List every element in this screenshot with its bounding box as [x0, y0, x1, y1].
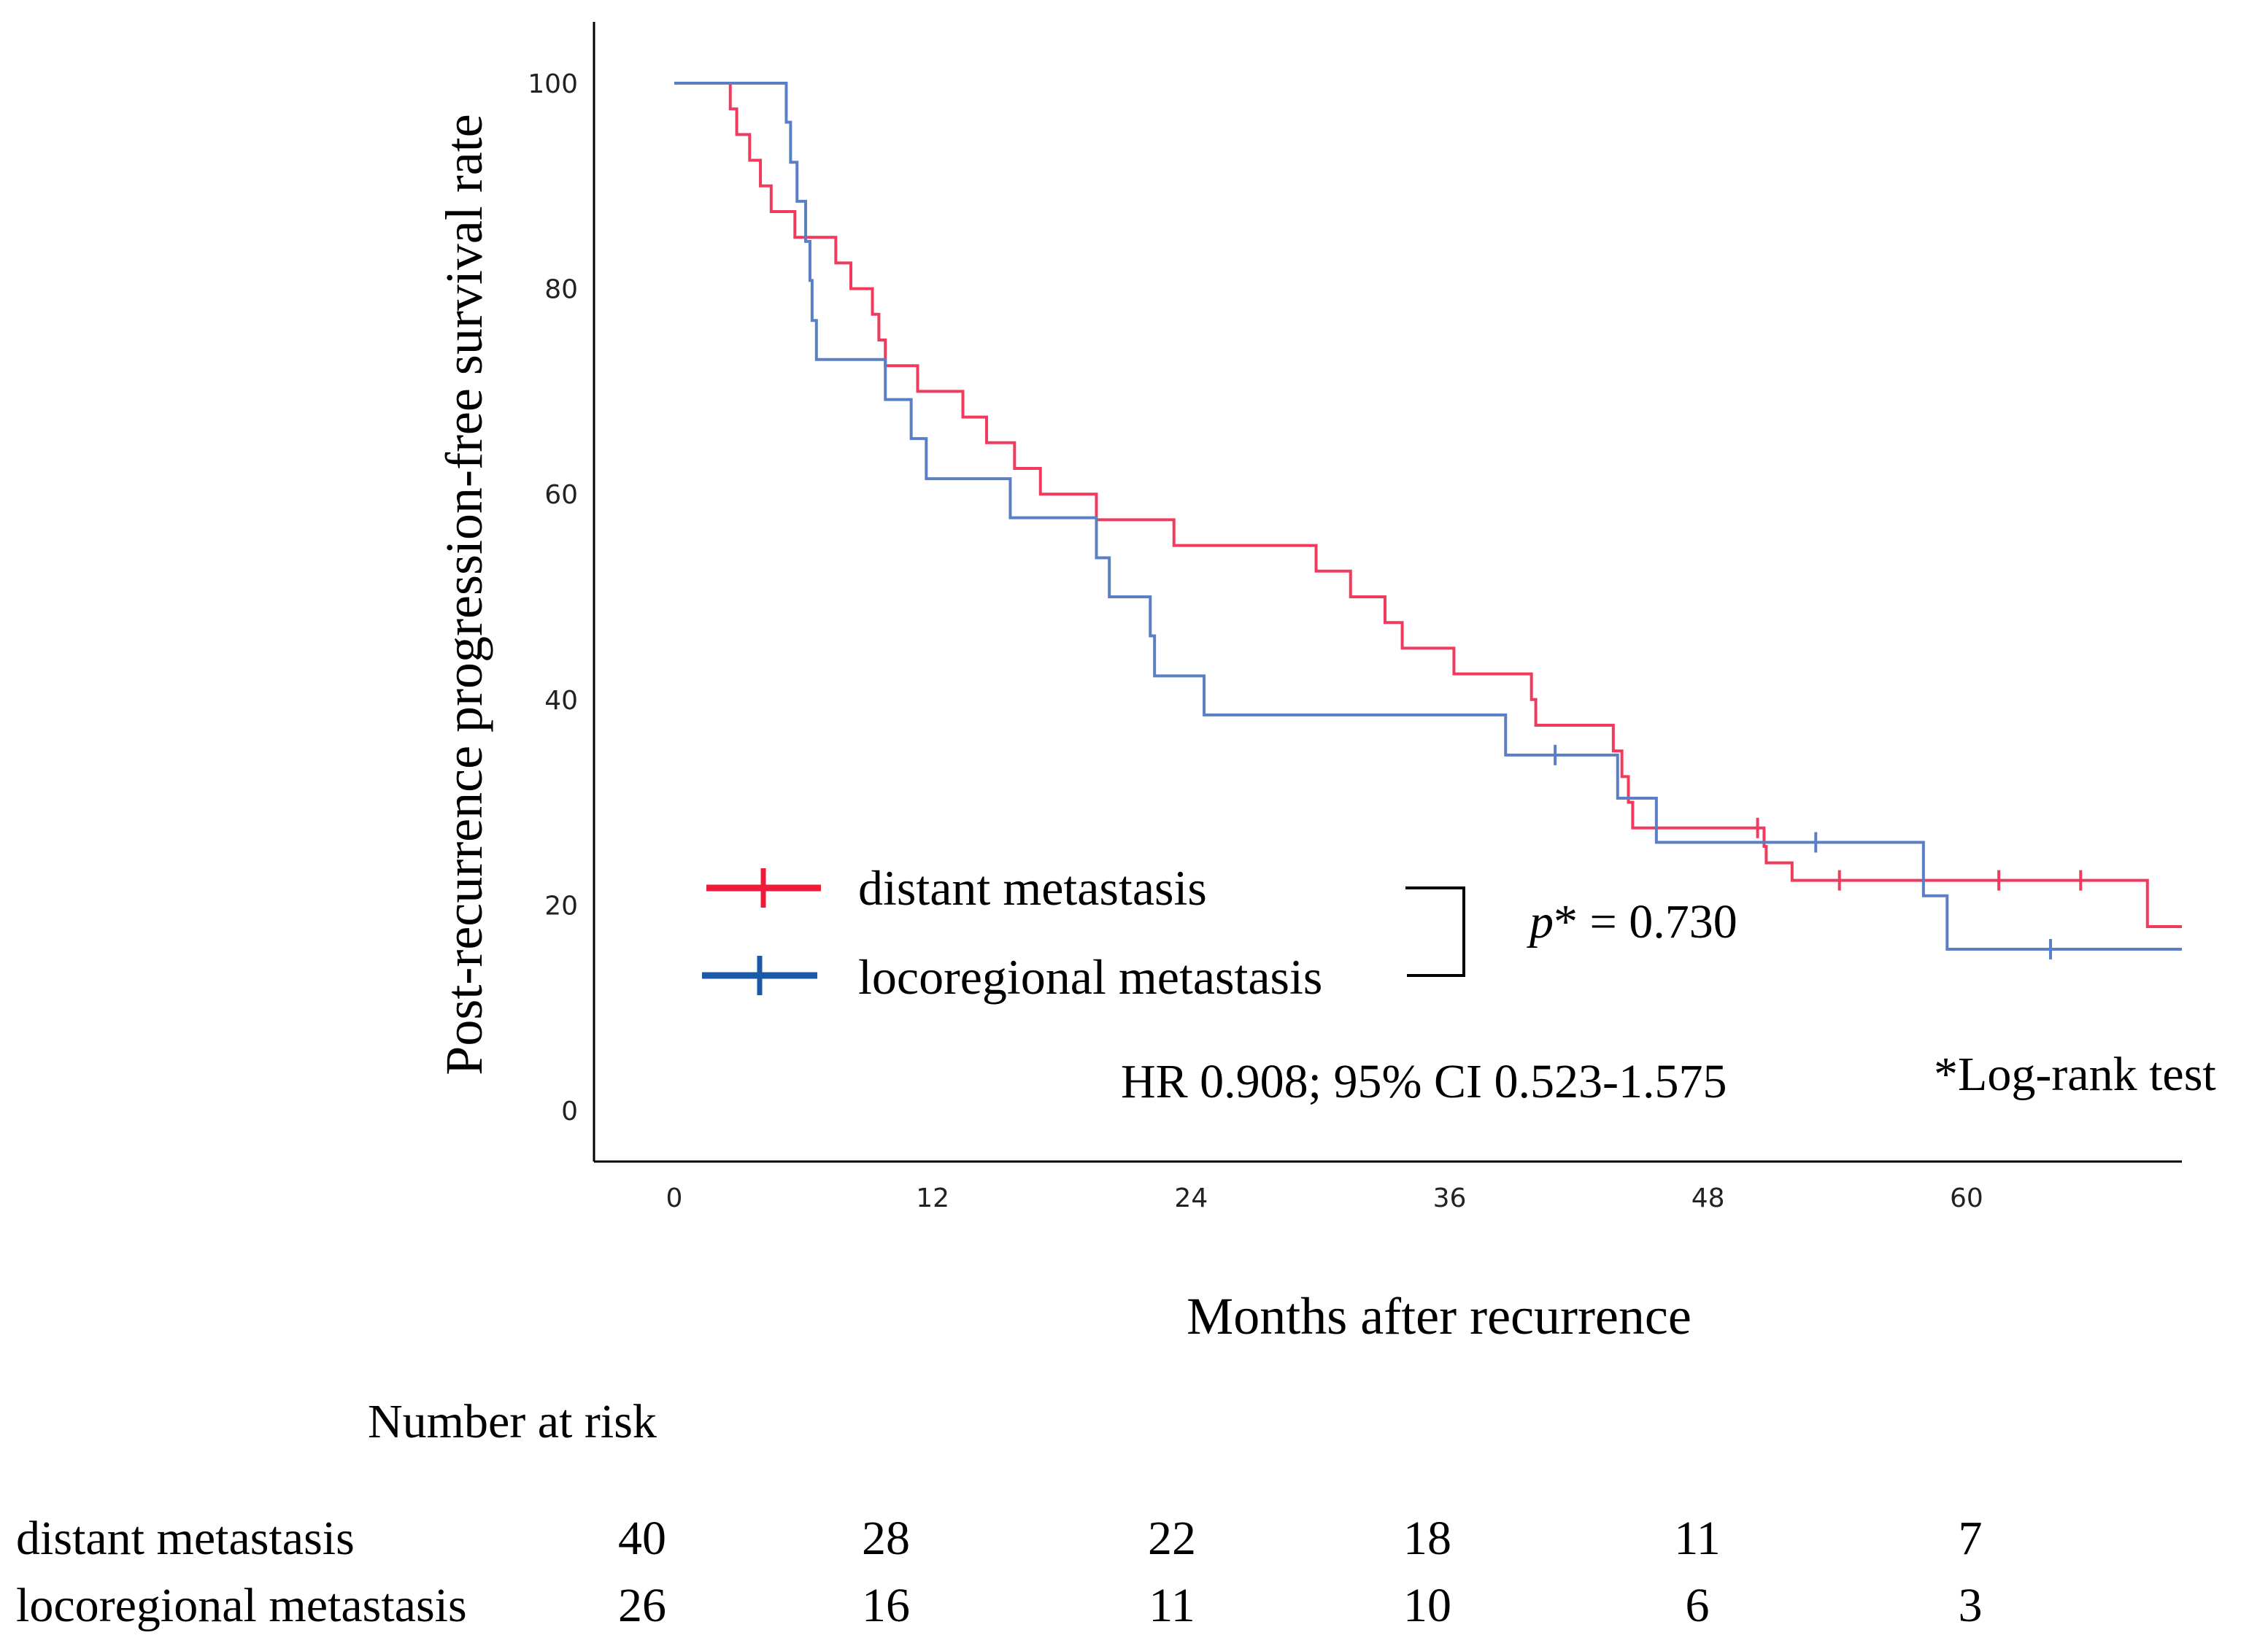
x-axis-title: Months after recurrence [1187, 1287, 1692, 1345]
y-tick-label-0: 0 [561, 1097, 578, 1127]
log-rank-note: *Log-rank test [1934, 1048, 2216, 1101]
axes [593, 22, 2182, 1163]
legend-label-distant: distant metastasis [858, 860, 1207, 916]
risk-value-distant-0: 40 [618, 1512, 666, 1565]
risk-value-locoregional-60: 3 [1958, 1579, 1983, 1632]
risk-value-distant-48: 11 [1674, 1512, 1721, 1565]
risk-value-distant-12: 28 [862, 1512, 910, 1565]
risk-table-title: Number at risk [368, 1395, 657, 1448]
y-axis-title: Post-recurrence progression-free surviva… [435, 114, 493, 1075]
risk-value-locoregional-24: 11 [1149, 1579, 1195, 1632]
y-tick-label-20: 20 [544, 891, 578, 921]
legend: distant metastasis locoregional metastas… [702, 860, 1465, 1005]
survival-curves [674, 82, 2182, 959]
y-tick-labels: 0 20 40 60 80 100 [528, 69, 578, 1127]
y-tick-label-80: 80 [544, 275, 578, 305]
p-value-rest: * = 0.730 [1554, 895, 1737, 948]
y-tick-label-60: 60 [544, 480, 578, 510]
x-tick-label-36: 36 [1433, 1183, 1467, 1213]
risk-value-locoregional-48: 6 [1685, 1579, 1710, 1632]
risk-value-distant-24: 22 [1148, 1512, 1196, 1565]
legend-item-distant: distant metastasis [706, 860, 1207, 916]
legend-label-locoregional: locoregional metastasis [858, 949, 1322, 1005]
risk-value-locoregional-0: 26 [618, 1579, 666, 1632]
y-tick-label-100: 100 [528, 69, 578, 99]
risk-value-distant-36: 18 [1403, 1512, 1451, 1565]
comparison-bracket [1405, 886, 1465, 977]
risk-value-distant-60: 7 [1958, 1512, 1983, 1565]
series-line-distant [674, 82, 2182, 928]
x-tick-label-48: 48 [1692, 1183, 1725, 1213]
risk-row-label-locoregional: locoregional metastasis [16, 1579, 467, 1632]
legend-item-locoregional: locoregional metastasis [702, 949, 1322, 1005]
risk-value-locoregional-12: 16 [862, 1579, 910, 1632]
x-tick-label-60: 60 [1950, 1183, 1983, 1213]
p-value-symbol: p [1527, 895, 1554, 948]
x-tick-labels: 0 12 24 36 48 60 [666, 1183, 1983, 1213]
risk-value-locoregional-36: 10 [1403, 1579, 1451, 1632]
hazard-ratio: HR 0.908; 95% CI 0.523-1.575 [1121, 1055, 1727, 1108]
series-line-locoregional [674, 82, 2182, 951]
x-tick-label-12: 12 [916, 1183, 949, 1213]
y-tick-label-40: 40 [544, 686, 578, 716]
risk-row-label-distant: distant metastasis [16, 1512, 355, 1565]
x-tick-label-24: 24 [1174, 1183, 1208, 1213]
p-value: p* = 0.730 [1527, 895, 1737, 948]
x-tick-label-0: 0 [666, 1183, 683, 1213]
